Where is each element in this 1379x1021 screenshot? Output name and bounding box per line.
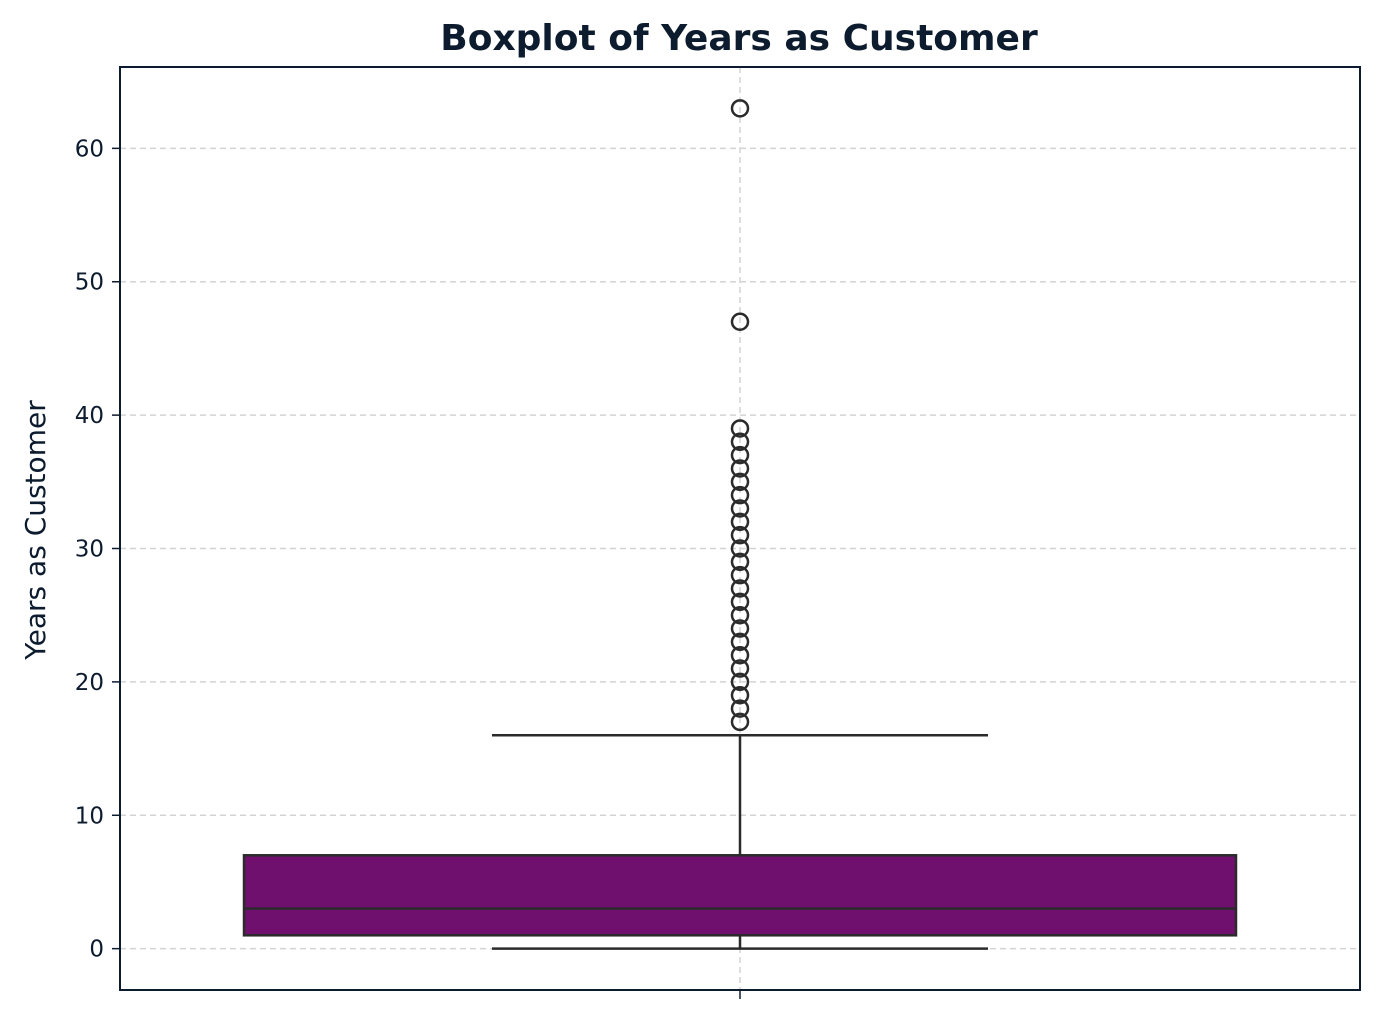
outlier-point: [730, 699, 750, 718]
outlier-point: [730, 472, 750, 492]
outlier-point: [730, 579, 750, 598]
outlier-point: [730, 512, 750, 532]
y-tick-label: 60: [75, 136, 104, 162]
plot-frame: [119, 66, 1361, 991]
outliers-layer: [730, 99, 750, 732]
outlier-point: [730, 99, 750, 118]
iqr-box: [242, 854, 1238, 937]
outlier-point: [730, 459, 750, 478]
outlier-point: [730, 605, 750, 625]
outlier-point: [730, 659, 750, 678]
outlier-point: [730, 445, 750, 465]
outlier-point: [730, 499, 750, 518]
outlier-point: [730, 619, 750, 638]
outlier-point: [730, 539, 750, 558]
outlier-point: [730, 592, 750, 612]
outlier-point: [730, 685, 750, 705]
outlier-point: [730, 312, 750, 332]
outlier-point: [730, 485, 750, 505]
y-ticks: 0 10 20 30 40 50 60: [75, 136, 741, 999]
outlier-point: [730, 672, 750, 692]
outlier-point: [730, 525, 750, 545]
outlier-point: [730, 645, 750, 665]
outlier-point: [730, 565, 750, 585]
box-layer: [242, 733, 1238, 950]
outlier-point: [730, 552, 750, 572]
outlier-point: [730, 712, 750, 732]
outlier-point: [730, 432, 750, 452]
y-tick-label: 10: [75, 803, 104, 829]
chart-title: Boxplot of Years as Customer: [440, 18, 1038, 59]
y-axis-label: Years as Customer: [19, 400, 52, 661]
y-tick-label: 20: [75, 670, 104, 696]
y-tick-label: 0: [89, 937, 104, 963]
outlier-point: [730, 632, 750, 652]
y-tick-label: 50: [75, 270, 104, 296]
y-tick-label: 40: [75, 403, 104, 429]
y-tick-label: 30: [75, 537, 104, 563]
outlier-point: [730, 419, 750, 438]
